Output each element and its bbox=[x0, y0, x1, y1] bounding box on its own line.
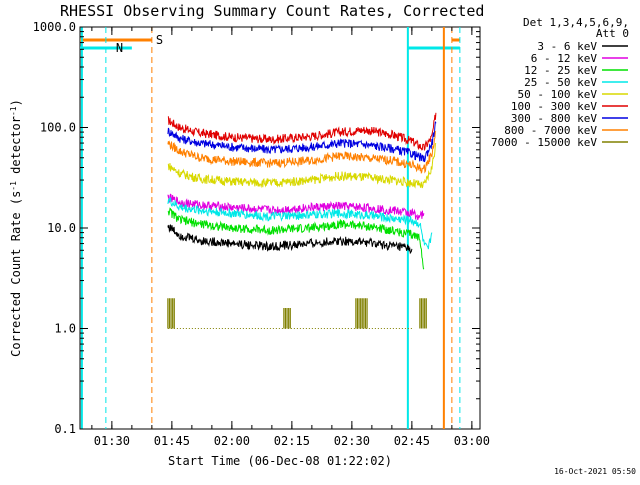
legend-header-2: Att 0 bbox=[596, 27, 629, 40]
series-line bbox=[167, 121, 437, 163]
series-line bbox=[167, 112, 437, 152]
legend-label: 50 - 100 keV bbox=[518, 88, 598, 101]
y-tick-label: 100.0 bbox=[40, 121, 76, 135]
legend-label: 25 - 50 keV bbox=[524, 76, 597, 89]
legend-label: 3 - 6 keV bbox=[537, 40, 597, 53]
x-tick-label: 02:00 bbox=[214, 434, 250, 448]
legend-label: 800 - 7000 keV bbox=[504, 124, 597, 137]
series-line bbox=[167, 130, 437, 175]
x-tick-label: 02:30 bbox=[334, 434, 370, 448]
burst-layer bbox=[167, 298, 427, 329]
series-line bbox=[167, 196, 433, 250]
y-tick-label: 0.1 bbox=[54, 422, 76, 436]
series-line bbox=[167, 142, 437, 189]
series-line bbox=[167, 224, 413, 255]
y-tick-label: 10.0 bbox=[47, 221, 76, 235]
plot-frame bbox=[79, 26, 481, 430]
series-line bbox=[167, 207, 425, 270]
legend-header-1: Det 1,3,4,5,6,9, bbox=[523, 16, 629, 29]
s-flag-label: S bbox=[156, 33, 163, 47]
legend-label: 300 - 800 keV bbox=[511, 112, 597, 125]
n-flag-label: N bbox=[116, 41, 123, 55]
y-tick-label: 1000.0 bbox=[33, 20, 76, 34]
x-axis: 01:30 01:45 02:00 02:15 02:30 02:45 03:00 bbox=[91, 27, 490, 448]
legend-label: 12 - 25 keV bbox=[524, 64, 597, 77]
series-layer bbox=[167, 112, 437, 270]
x-tick-label: 02:45 bbox=[394, 434, 430, 448]
x-tick-label: 02:15 bbox=[274, 434, 310, 448]
timestamp: 16-Oct-2021 05:50 bbox=[554, 467, 636, 476]
y-axis: 0.1 1.0 10.0 100.0 1000.0 bbox=[33, 20, 480, 436]
flag-lines bbox=[80, 27, 461, 429]
y-tick-label: 1.0 bbox=[54, 322, 76, 336]
y-axis-label: Corrected Count Rate (s-1 detector-1) bbox=[9, 99, 24, 357]
series-line bbox=[167, 193, 425, 221]
x-axis-label: Start Time (06-Dec-08 01:22:02) bbox=[168, 454, 392, 468]
legend-label: 6 - 12 keV bbox=[531, 52, 598, 65]
observing-flags: NS bbox=[80, 33, 460, 55]
x-tick-label: 03:00 bbox=[454, 434, 490, 448]
x-tick-label: 01:45 bbox=[154, 434, 190, 448]
chart-title: RHESSI Observing Summary Count Rates, Co… bbox=[60, 2, 484, 20]
x-tick-label: 01:30 bbox=[94, 434, 130, 448]
legend-label: 100 - 300 keV bbox=[511, 100, 597, 113]
legend-label: 7000 - 15000 keV bbox=[491, 136, 597, 149]
